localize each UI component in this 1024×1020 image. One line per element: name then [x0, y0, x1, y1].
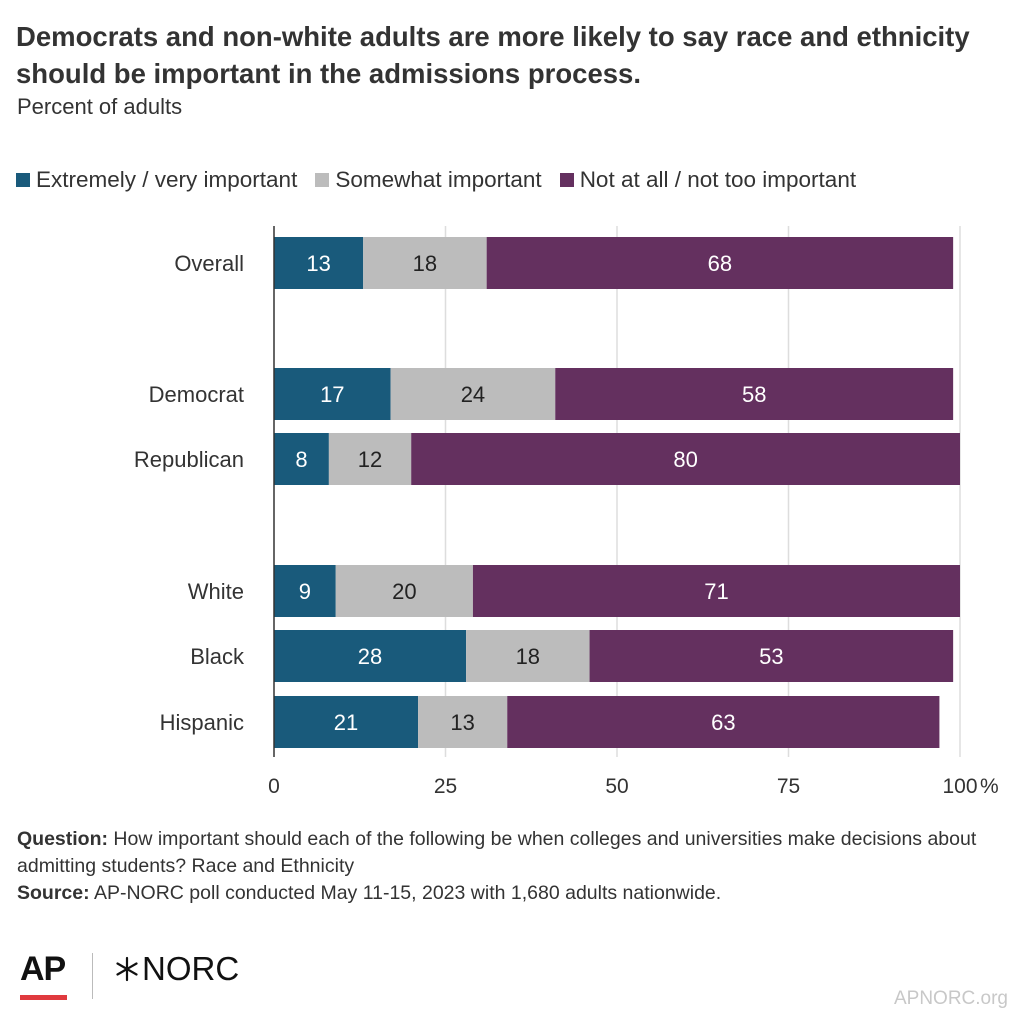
bar-segment [472, 565, 960, 617]
site-url: APNORC.org [893, 988, 1008, 1009]
legend-label: Not at all / not too important [579, 167, 857, 192]
data-label: 68 [708, 251, 732, 276]
chart-title: Democrats and non-white adults are more … [16, 21, 970, 89]
norc-logo-text: NORC [142, 950, 240, 987]
source-label: Source: [17, 882, 90, 904]
data-label: 18 [516, 644, 540, 669]
legend-label: Extremely / very important [36, 167, 298, 192]
bar-segment [418, 696, 508, 748]
x-tick-label: 25 [434, 775, 457, 798]
legend-swatch [559, 173, 574, 187]
data-label: 12 [358, 447, 382, 472]
legend-item-somewhat-important: Somewhat important [315, 167, 542, 193]
legend-swatch [315, 173, 330, 187]
question-label: Question: [17, 828, 108, 850]
data-label: 21 [334, 710, 358, 735]
data-label: 80 [673, 447, 697, 472]
bar-segment [274, 368, 391, 420]
data-label: 20 [392, 579, 416, 604]
data-label: 53 [759, 644, 783, 669]
category-label: Overall [174, 251, 244, 276]
category-label: Black [190, 644, 245, 669]
question-note: Question: How important should each of t… [17, 826, 1012, 880]
bar-segment [390, 368, 556, 420]
norc-star-icon [116, 956, 138, 982]
category-label: Democrat [149, 382, 244, 407]
x-tick-label: 75 [777, 775, 800, 798]
data-label: 24 [461, 382, 485, 407]
bar-segment [328, 433, 412, 485]
ap-logo: AP [20, 950, 66, 988]
source-note: Source: AP-NORC poll conducted May 11-15… [17, 880, 1012, 907]
bar-segment [486, 237, 954, 289]
bar-segment [507, 696, 940, 748]
data-label: 18 [413, 251, 437, 276]
data-label: 71 [704, 579, 728, 604]
question-text: How important should each of the followi… [17, 828, 977, 877]
data-label: 17 [320, 382, 344, 407]
data-label: 28 [358, 644, 382, 669]
x-tick-label: 100 [942, 775, 977, 798]
data-label: 58 [742, 382, 766, 407]
data-label: 8 [295, 447, 307, 472]
source-text: AP-NORC poll conducted May 11-15, 2023 w… [93, 882, 722, 904]
legend-label: Somewhat important [335, 167, 542, 192]
chart-subtitle: Percent of adults [17, 94, 183, 119]
norc-logo: NORC [114, 950, 239, 988]
chart-footer: Question: How important should each of t… [17, 826, 1012, 907]
x-tick-label: 0 [268, 775, 280, 798]
category-label: Hispanic [160, 710, 244, 735]
x-tick-label: 50 [605, 775, 628, 798]
category-label: Republican [134, 447, 244, 472]
legend-swatch [16, 173, 30, 187]
bar-segment [274, 433, 329, 485]
x-unit-label: % [980, 775, 999, 798]
bar-segment [555, 368, 954, 420]
data-label: 63 [711, 710, 735, 735]
bar-segment [274, 696, 419, 748]
bar-segment [411, 433, 960, 485]
bar-segment [335, 565, 473, 617]
bar-segment [363, 237, 487, 289]
bar-segment [274, 237, 364, 289]
stacked-bar-chart: Overall 13 18 68 Democrat 17 24 58 Republican 8 12… [134, 226, 999, 798]
category-label: White [188, 579, 244, 604]
legend-item-very-important: Extremely / very important [16, 167, 297, 193]
bar-segment [589, 630, 954, 682]
bar-segment [466, 630, 590, 682]
ap-logo-underline [20, 995, 67, 1000]
bar-segment [274, 565, 336, 617]
data-label: 9 [299, 579, 311, 604]
bar-segment [274, 630, 467, 682]
data-label: 13 [306, 251, 330, 276]
logo-divider [92, 953, 93, 999]
legend: Extremely / very important Somewhat impo… [16, 167, 856, 193]
legend-item-not-important: Not at all / not too important [559, 167, 857, 193]
data-label: 13 [450, 710, 474, 735]
